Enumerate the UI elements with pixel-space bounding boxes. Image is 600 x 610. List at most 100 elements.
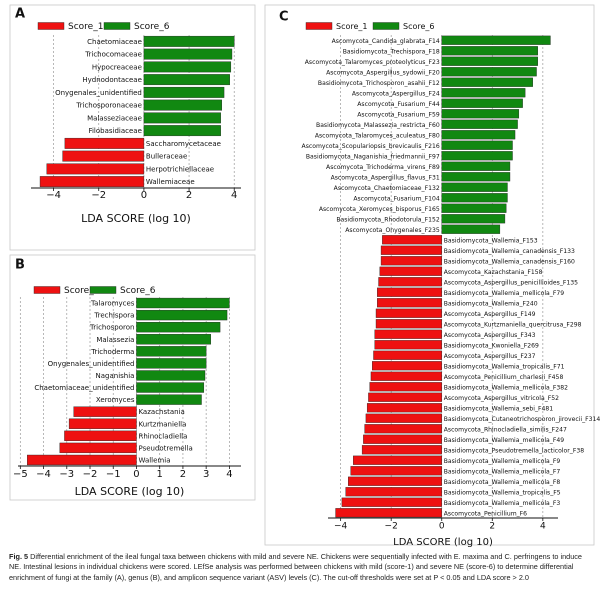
panel-a-letter: A	[15, 7, 25, 22]
panel-c-bar	[441, 182, 508, 192]
panel-c-x-tick-label: −2	[385, 522, 398, 532]
panel-a-bar	[143, 35, 235, 47]
panel-c-bar-label: Ascomycota_Rhinocladiella_similis_F247	[444, 426, 567, 433]
panel-c-bar-label: Ascomycota_Penicillium_charlesii_F458	[444, 374, 564, 381]
panel-a-bar-label: Bulleraceae	[146, 153, 187, 161]
panel-b-x-tick-label: −2	[83, 469, 98, 480]
panel-c-bar	[382, 235, 442, 245]
panel-b-bar-label: Wallemia	[138, 456, 170, 464]
panel-b-legend-label-score-6: Score_6	[120, 286, 156, 296]
panel-c-bar-label: Ascomycota_Aspergillus_penicillioides_F1…	[444, 279, 578, 286]
panel-c-bar-label: Ascomycota_Candida_glabrata_F14	[332, 38, 440, 45]
panel-a-bar-label: Malasseziaceae	[87, 114, 142, 122]
panel-c-bar-label: Basidiomycota_Wallemia_mellicola_F382	[444, 384, 568, 391]
panel-c-bar-label: Basidiomycota_Naganishia_friedmannii_F97	[306, 153, 440, 160]
panel-c-bar	[375, 308, 442, 318]
panel-a-x-axis-title: LDA SCORE (log 10)	[81, 212, 191, 225]
panel-a-bar	[143, 112, 221, 124]
panel-c-bar-label: Ascomycota_Aspergillus_F24	[352, 90, 440, 97]
panel-c-bar	[374, 340, 442, 350]
panel-b-bar	[136, 334, 212, 345]
panel-c-bar-label: Ascomycota_Xeromyces_bisporus_F165	[319, 206, 440, 213]
panel-a-bar-label: Onygenales_unidentified	[55, 89, 142, 97]
panel-a-x-tick-label: 4	[231, 190, 237, 201]
panel-b-bar-label: Trechispora	[93, 312, 134, 320]
panel-b-bar-label: Trichosporon	[89, 324, 134, 332]
panel-a-x-tick-label: 2	[186, 190, 192, 201]
panel-b-bar-label: Talaromyces	[90, 300, 135, 308]
panel-c-bar-label: Basidiomycota_Wallemia_canadensis_F133	[444, 248, 575, 255]
panel-c-bar	[372, 361, 442, 371]
panel-b-x-tick-label: 1	[157, 469, 163, 480]
panel-c-bar-label: Basidiomycota_Trechispora_F18	[343, 48, 440, 55]
panel-b-bar	[136, 297, 230, 309]
panel-b-letter: B	[15, 258, 25, 273]
panel-c-bar	[380, 245, 442, 255]
panel-c-bar-label: Basidiomycota_Malassezia_restricta_F60	[316, 122, 440, 129]
panel-c-bar-label: Ascomycota_Fusarium_F59	[357, 111, 440, 118]
panel-c-x-axis-title: LDA SCORE (log 10)	[393, 537, 493, 548]
panel-a-legend-swatch-score-6	[103, 22, 131, 30]
panel-c-bar	[441, 98, 523, 108]
panel-c-bar	[373, 350, 442, 360]
panel-b-bar	[136, 309, 228, 321]
panel-b-bar	[73, 406, 137, 417]
panel-c-bar-label: Ascomycota_Scopulariopsis_brevicaulis_F2…	[302, 143, 440, 150]
figure-caption: Fig. 5 Differential enrichment of the il…	[9, 552, 593, 583]
panel-c-bar-label: Basidiomycota_Wallemia_mellicola_F49	[444, 437, 564, 444]
panel-c-bar	[366, 403, 442, 413]
panel-c-bar	[441, 67, 537, 77]
panel-b-x-axis-title: LDA SCORE (log 10)	[75, 485, 185, 498]
panel-b-bar-label: Malassezia	[96, 336, 134, 344]
panel-c-bar-label: Basidiomycota_Wallemia_F153	[444, 237, 538, 244]
panel-a-bar	[39, 176, 145, 188]
panel-c-bar-label: Ascomycota_Aspergillus_flavus_F31	[331, 174, 440, 181]
panel-b-bar	[27, 454, 137, 466]
panel-b-bar	[136, 346, 207, 357]
panel-c-bar-label: Basidiomycota_Kwoniella_F269	[444, 342, 539, 349]
panel-a-bar	[143, 48, 233, 60]
panel-b-x-tick-label: 3	[203, 469, 209, 480]
figure-canvas: A Chaetomiaceae Trichocomaceae Hypocreaceae…	[9, 4, 600, 548]
panel-c-bar-label: Basidiomycota_Wallemia_sebi_F481	[444, 405, 554, 412]
panel-a-bar-label: Chaetomiaceae	[87, 38, 142, 46]
panel-c-bar	[441, 151, 513, 161]
panel-b-x-tick-label: −4	[36, 469, 51, 480]
panel-c-bar-label: Ascomycota_Kazachstania_F158	[444, 269, 543, 276]
panel-a-bar-label: Hypocreaceae	[92, 63, 142, 71]
panel-a-bar	[143, 61, 232, 73]
panel-c-bar-label: Ascomycota_Aspergillus_vitricola_F52	[444, 395, 559, 402]
caption-text: Differential enrichment of the ileal fun…	[9, 552, 582, 582]
panel-c-bar	[380, 256, 442, 266]
panel-a-bar-label: Wallemiaceae	[146, 178, 195, 186]
panel-c-legend-swatch-score-6	[372, 22, 400, 30]
panel-b-bar-label: Chaetomiaceae_unidentified	[34, 384, 134, 392]
panel-a-bar	[143, 74, 230, 86]
panel-b-bar	[136, 382, 205, 393]
panel-b-legend-label-score-1: Score_1	[64, 286, 99, 296]
panel-c-bar	[441, 35, 551, 45]
panel-c-bar-label: Basidiomycota_Wallemia_tropicalis_F5	[444, 489, 561, 496]
panel-c-bar	[379, 266, 442, 276]
panel-c-bar	[365, 413, 442, 423]
panel-c-bar-label: Ascomycota_Talaromyces_aculeatus_F80	[315, 132, 440, 139]
panel-c-bar	[441, 130, 516, 140]
panel-a-bar	[143, 99, 223, 111]
panel-c-bar	[441, 56, 538, 66]
panel-b-bar-label: Onygenales_unidentified	[48, 360, 135, 368]
panel-c-bar-label: Ascomycota_Penicillium_F6	[444, 510, 527, 517]
panel-c-bar-label: Basidiomycota_Wallemia_mellicola_F79	[444, 290, 564, 297]
panel-c-bar	[441, 109, 520, 119]
panel-a-bar	[64, 137, 145, 149]
panel-b-bar	[59, 442, 137, 454]
panel-a-bar-label: Trichocomaceae	[84, 51, 142, 59]
panel-b-bar-label: Pseudotremella	[138, 444, 192, 452]
panel-b-bar	[136, 370, 206, 381]
panel-c-x-tick-label: 2	[489, 522, 495, 532]
panel-b-legend-swatch-score-1	[33, 286, 61, 294]
panel-b-bar-label: Naganishia	[96, 372, 135, 380]
panel-c-bar	[441, 119, 518, 129]
panel-c-bar	[364, 424, 442, 434]
panel-a-legend-label-score-1: Score_1	[68, 22, 103, 32]
panel-c-letter: C	[279, 10, 289, 25]
